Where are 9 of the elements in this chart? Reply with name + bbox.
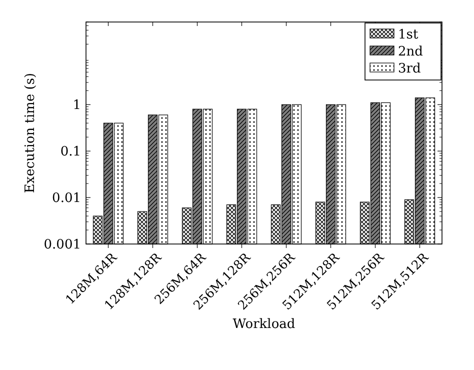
- x-axis-title: Workload: [232, 317, 296, 332]
- legend-label: 1st: [398, 28, 419, 43]
- y-tick-label: 0.01: [52, 191, 81, 206]
- legend-label: 2nd: [398, 44, 423, 60]
- y-tick-label: 0.001: [44, 238, 81, 253]
- y-axis-title: Execution time (s): [23, 72, 38, 194]
- legend-label: 3rd: [398, 62, 421, 77]
- y-tick-label: 1: [72, 98, 81, 114]
- y-tick-label: 0.1: [60, 144, 81, 160]
